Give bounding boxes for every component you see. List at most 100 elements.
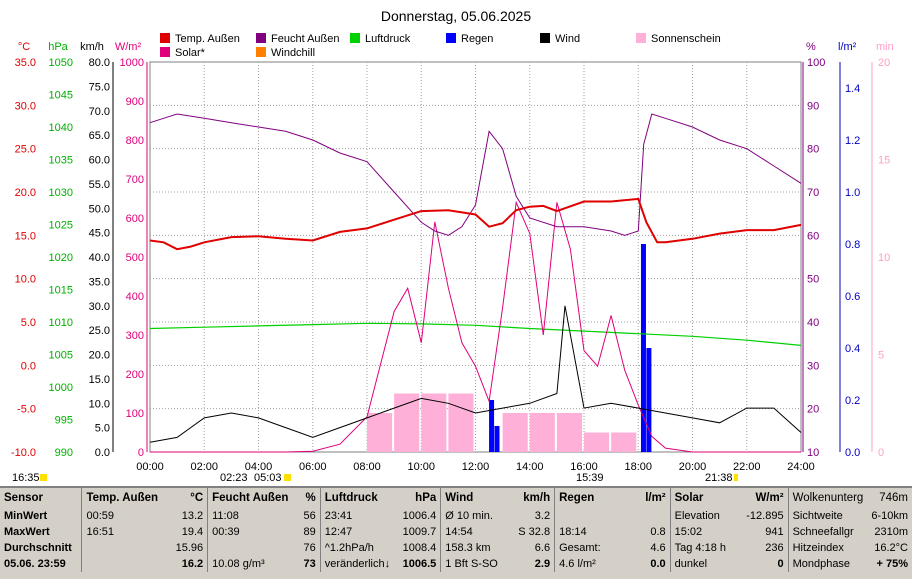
sunshine-bar [556,413,582,452]
legend-swatch [256,47,266,57]
stats-cell-v2: 73 [303,558,316,570]
sun-axis-tick: 0 [878,447,884,459]
hdr-press-unit: hPa [415,492,437,504]
press-axis-tick: 1045 [49,90,73,102]
x-axis-tick: 14:00 [516,461,544,473]
stats-cell-t1 [81,556,163,572]
sunshine-bar [367,413,393,452]
rain-axis-tick: 0.8 [845,239,860,251]
wind-axis-tick: 15.0 [89,374,110,386]
stats-cell-v3: 1009.7 [402,526,437,538]
stats-cell-v4: S 32.8 [518,526,551,538]
x-axis-tick: 10:00 [407,461,435,473]
stats-cell-t6: dunkel [669,556,740,572]
x-axis-tick: 18:00 [624,461,652,473]
hum-axis-tick: 10 [807,447,819,459]
stats-cell-v7: 6-10km [871,510,908,522]
hdr-wind-unit: km/h [523,492,551,504]
chart-title: Donnerstag, 05.06.2025 [381,8,531,24]
wind-axis-tick: 75.0 [89,81,110,93]
press-axis-tick: 1010 [49,317,73,329]
press-axis-tick: 1000 [49,382,73,394]
legend-label: Sonnenschein [651,33,721,45]
stats-cell-v7: + 75% [876,558,909,570]
rain-axis-unit: l/m² [838,41,857,53]
wind-axis-tick: 0.0 [95,447,110,459]
temp-axis-tick: 30.0 [15,100,36,112]
stats-header-row: Sensor Temp. Außen °C Feucht Außen % Luf… [0,488,912,508]
stats-cell-t2: 00:39 [207,524,293,540]
wind-axis-tick: 45.0 [89,228,110,240]
stats-cell-t7: Hitzeindex [787,540,868,556]
event-label-left: 16:35 [12,472,40,484]
solar-axis-tick: 0 [138,447,144,459]
wind-axis-tick: 70.0 [89,106,110,118]
temp-axis-tick: 5.0 [21,317,36,329]
x-axis-tick: 04:00 [245,461,273,473]
stats-cell-t7: Sichtweite [787,508,868,524]
rain-bar [646,348,652,452]
stats-row: 05.06. 23:59 16.2 10.08 g/m³ 73 veränderlich… [0,556,912,572]
sunshine-bar [529,413,555,452]
hum-axis-tick: 50 [807,274,819,286]
stats-cell-lbl: MinWert [4,510,48,522]
hum-axis-tick: 30 [807,360,819,372]
event-label-2: 05:03 [254,472,282,484]
sunshine-bar [611,432,637,452]
press-axis-tick: 1005 [49,350,73,362]
solar-axis-tick: 100 [126,408,144,420]
stats-cell-t3: veränderlich↓ [319,556,397,572]
solar-axis-tick: 700 [126,174,144,186]
wind-axis-tick: 65.0 [89,130,110,142]
solar-axis-tick: 500 [126,252,144,264]
stats-cell-t5 [554,508,627,524]
rain-axis-tick: 0.2 [845,395,860,407]
temp-axis-tick: 35.0 [15,57,36,69]
hdr-extra-value: 746m [879,492,908,504]
rain-axis-tick: 0.4 [845,343,860,355]
humidity-line [149,113,802,236]
wind-axis-tick: 25.0 [89,325,110,337]
hdr-rain-unit: l/m² [645,492,666,504]
legend-swatch [636,33,646,43]
press-axis-tick: 1025 [49,220,73,232]
stats-cell-t7: Schneefallgr [787,524,868,540]
stats-cell-v1: 15.96 [175,542,204,554]
sunshine-bar [502,413,528,452]
hum-axis-tick: 80 [807,144,819,156]
stats-cell-lbl: Durchschnitt [4,542,72,554]
wind-axis-tick: 35.0 [89,276,110,288]
stats-table: Sensor Temp. Außen °C Feucht Außen % Luf… [0,488,912,572]
solar-axis-tick: 800 [126,135,144,147]
stats-cell-v1: 19.4 [181,526,204,538]
stats-cell-v4: 3.2 [534,510,551,522]
stats-cell-t5: Gesamt: [554,540,627,556]
press-axis-unit: hPa [48,41,68,53]
press-axis-tick: 1030 [49,187,73,199]
rain-bar [640,244,646,452]
x-axis-tick: 20:00 [679,461,707,473]
legend-label: Feucht Außen [271,33,340,45]
weather-chart: Donnerstag, 05.06.2025 Temp. Außen Feucht… [11,8,894,484]
press-axis-tick: 990 [55,447,73,459]
hum-axis-tick: 90 [807,100,819,112]
x-axis-tick: 12:00 [462,461,490,473]
hdr-rain: Regen [554,488,627,508]
stats-cell-v2: 89 [303,526,316,538]
solar-axis-tick: 200 [126,369,144,381]
hdr-temp: Temp. Außen [81,488,163,508]
x-axis-tick: 08:00 [353,461,381,473]
hum-axis-tick: 40 [807,317,819,329]
legend-label: Solar* [175,47,206,59]
stats-cell-v5 [627,508,670,524]
x-axis-tick: 22:00 [733,461,761,473]
stats-cell-lbl: 05.06. 23:59 [4,558,66,570]
rain-bar [489,400,495,452]
legend-label: Windchill [271,47,315,59]
stats-cell-v4: 6.6 [534,542,551,554]
stats-row: Durchschnitt 15.96 76 ^1.2hPa/h 1008.4 158.3 … [0,540,912,556]
gridlines [150,62,801,452]
hum-axis-unit: % [806,41,816,53]
legend-swatch [160,33,170,43]
sun-axis-tick: 15 [878,155,890,167]
